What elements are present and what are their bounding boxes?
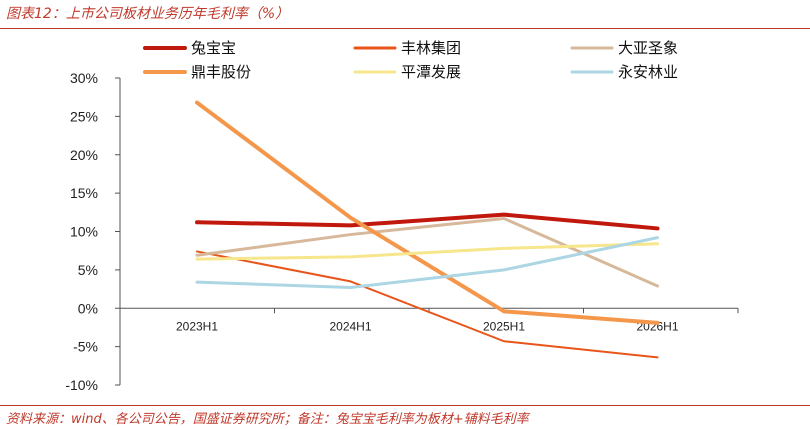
series-2: [196, 250, 659, 359]
title-divider: [0, 28, 810, 29]
series-line: [195, 216, 659, 288]
legend-item: 平潭发展: [353, 63, 461, 81]
legend-item: 兔宝宝: [143, 39, 236, 57]
series-line: [195, 242, 659, 261]
series-line: [196, 250, 659, 359]
legend-label: 鼎丰股份: [191, 63, 251, 81]
legend-item: 鼎丰股份: [143, 63, 251, 81]
y-tick-label: 30%: [70, 70, 98, 86]
source-note: 资料来源：wind、各公司公告，国盛证券研究所；备注：兔宝宝毛利率为板材+辅料毛…: [6, 412, 529, 427]
series-3: [195, 216, 659, 288]
y-tick-label: 5%: [78, 262, 98, 278]
y-tick-label: -5%: [73, 339, 98, 355]
series-1: [195, 212, 660, 231]
legend-item: 永安林业: [570, 63, 678, 81]
x-tick-label: 2024H1: [329, 319, 371, 333]
x-tick-label: 2025H1: [483, 319, 525, 333]
y-tick-label: 20%: [70, 147, 98, 163]
legend-label: 永安林业: [618, 63, 678, 81]
y-tick-label: 25%: [70, 108, 98, 124]
series-line: [195, 212, 660, 231]
x-tick-label: 2023H1: [176, 319, 218, 333]
series-line: [195, 236, 659, 290]
series-4: [195, 100, 660, 325]
chart-title: 图表12：上市公司板材业务历年毛利率（%）: [6, 6, 290, 22]
line-chart: -10% -5% 0% 5% 10% 15% 20% 25% 30% 2023H1 2024H1 20…: [65, 39, 739, 393]
source-divider: [0, 405, 810, 406]
y-tick-label: 0%: [78, 300, 98, 316]
series-6: [195, 236, 659, 290]
legend-label: 大亚圣象: [618, 39, 678, 57]
legend-item: 大亚圣象: [570, 39, 678, 57]
legend-label: 平潭发展: [401, 63, 461, 81]
axes: -10% -5% 0% 5% 10% 15% 20% 25% 30% 2023H1 2024H1 20…: [65, 70, 739, 393]
y-tick-label: -10%: [65, 377, 98, 393]
y-tick-label: 10%: [70, 224, 98, 240]
legend-label: 兔宝宝: [191, 39, 236, 57]
y-tick-label: 15%: [70, 185, 98, 201]
series-layer: [195, 100, 660, 359]
legend-label: 丰林集团: [401, 39, 461, 57]
series-line: [195, 100, 660, 325]
legend-item: 丰林集团: [353, 39, 461, 57]
series-5: [195, 242, 659, 261]
